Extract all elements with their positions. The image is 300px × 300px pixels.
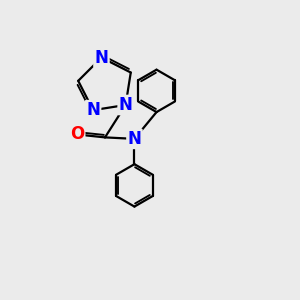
Text: O: O bbox=[70, 125, 84, 143]
Text: N: N bbox=[119, 96, 133, 114]
Text: N: N bbox=[94, 49, 108, 67]
Text: N: N bbox=[86, 101, 100, 119]
Text: N: N bbox=[128, 130, 141, 148]
